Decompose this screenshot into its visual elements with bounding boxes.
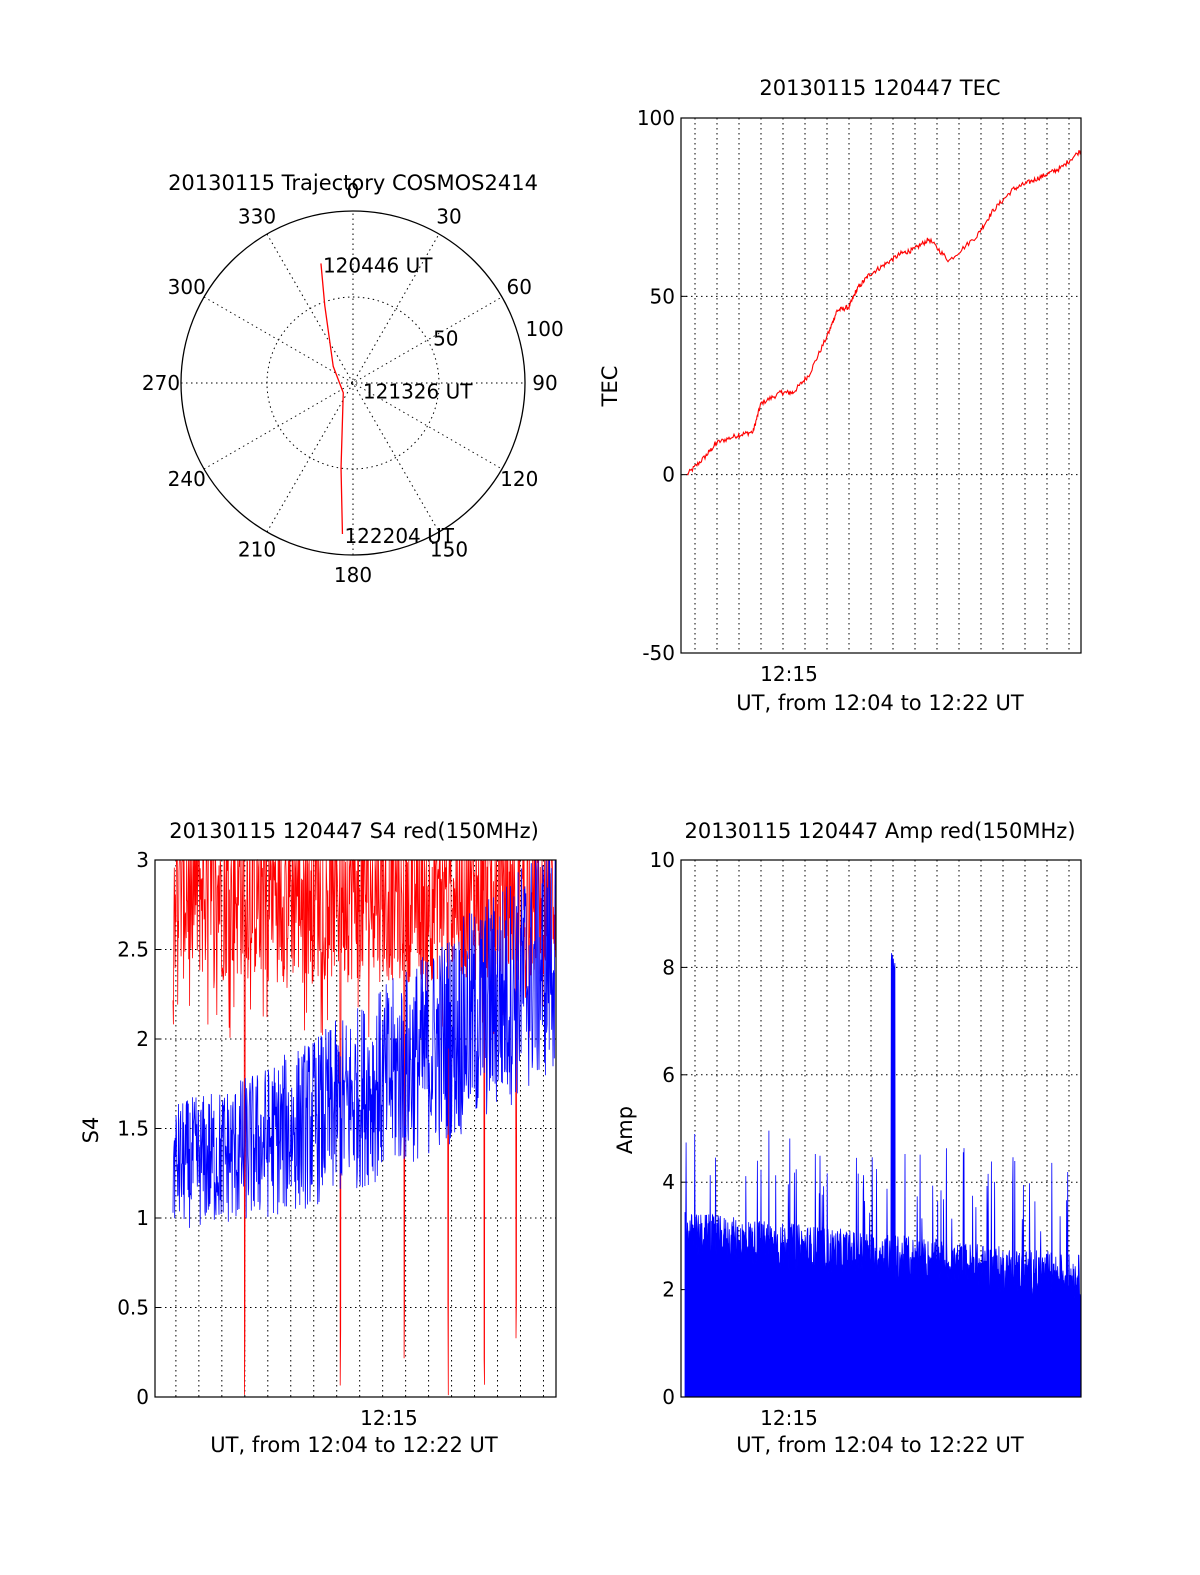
amp-plot: 20130115 120447 Amp red(150MHz) 0 2 4 6 8 10 1… bbox=[613, 819, 1082, 1457]
polar-title: 20130115 Trajectory COSMOS2414 bbox=[168, 171, 538, 195]
polar-azimuth-label: 120 bbox=[500, 467, 538, 491]
amp-ticks: 0 2 4 6 8 10 12:15 bbox=[650, 848, 818, 1430]
polar-azimuth-label: 180 bbox=[334, 563, 372, 587]
polar-annotation: 121326 UT bbox=[363, 380, 473, 404]
y-tick-label: 50 bbox=[650, 284, 675, 308]
y-tick-label: 8 bbox=[662, 955, 675, 979]
polar-azimuth-label: 240 bbox=[168, 467, 206, 491]
tec-ticks: -50 0 50 100 12:15 bbox=[637, 106, 818, 686]
y-tick-label: 1.5 bbox=[117, 1117, 149, 1141]
s4-title: 20130115 120447 S4 red(150MHz) bbox=[169, 819, 539, 843]
polar-trajectory-line bbox=[320, 263, 344, 535]
x-tick-label: 12:15 bbox=[360, 1406, 418, 1430]
polar-azimuth-labels: 0 30 60 90 120 150 180 210 240 270 300 330 bbox=[142, 179, 558, 587]
s4-ylabel: S4 bbox=[79, 1117, 103, 1144]
polar-azimuth-label: 270 bbox=[142, 371, 180, 395]
amp-frame bbox=[680, 859, 1082, 1398]
y-tick-label: 100 bbox=[637, 106, 675, 130]
polar-radial-label: 100 bbox=[526, 317, 564, 341]
polar-azimuth-label: 150 bbox=[430, 537, 468, 561]
tec-title: 20130115 120447 TEC bbox=[759, 76, 1000, 100]
x-tick-label: 12:15 bbox=[760, 1406, 818, 1430]
polar-annotation: 120446 UT bbox=[323, 253, 433, 277]
s4-xlabel: UT, from 12:04 to 12:22 UT bbox=[210, 1433, 498, 1457]
polar-azimuth-label: 300 bbox=[168, 275, 206, 299]
amp-xlabel: UT, from 12:04 to 12:22 UT bbox=[736, 1433, 1024, 1457]
s4-blue-line bbox=[172, 859, 557, 1228]
y-tick-label: 0 bbox=[662, 1385, 675, 1409]
polar-ring-50 bbox=[266, 296, 440, 470]
polar-trajectory-plot: 20130115 Trajectory COSMOS2414 0 30 60 90 12… bbox=[142, 171, 564, 587]
polar-azimuth-label: 30 bbox=[436, 205, 461, 229]
polar-grid bbox=[180, 210, 526, 556]
y-tick-label: 10 bbox=[650, 848, 675, 872]
amp-title: 20130115 120447 Amp red(150MHz) bbox=[684, 819, 1075, 843]
tec-grid bbox=[681, 118, 1081, 653]
y-tick-label: 0.5 bbox=[117, 1296, 149, 1320]
y-tick-label: -50 bbox=[642, 641, 675, 665]
s4-series bbox=[172, 859, 557, 1396]
y-tick-label: 0 bbox=[136, 1385, 149, 1409]
y-tick-label: 2 bbox=[662, 1278, 675, 1302]
polar-azimuth-label: 60 bbox=[507, 275, 532, 299]
polar-radial-label: 50 bbox=[433, 327, 458, 351]
tec-plot: 20130115 120447 TEC -50 0 50 100 12:15 TEC U… bbox=[598, 76, 1082, 715]
s4-frame bbox=[154, 859, 557, 1398]
s4-grid bbox=[155, 860, 556, 1397]
y-tick-label: 2.5 bbox=[117, 938, 149, 962]
tec-xlabel: UT, from 12:04 to 12:22 UT bbox=[736, 691, 1024, 715]
polar-annotations: 120446 UT 121326 UT 122204 UT bbox=[323, 253, 473, 548]
polar-trajectory-series bbox=[320, 263, 344, 535]
polar-annotation: 122204 UT bbox=[344, 524, 454, 548]
y-tick-label: 6 bbox=[662, 1063, 675, 1087]
tec-line bbox=[686, 149, 1082, 476]
polar-azimuth-label: 90 bbox=[532, 371, 557, 395]
amp-series bbox=[684, 953, 1082, 1398]
amp-ylabel: Amp bbox=[613, 1106, 637, 1154]
y-tick-label: 2 bbox=[136, 1027, 149, 1051]
polar-azimuth-label: 0 bbox=[347, 179, 360, 203]
tec-frame bbox=[680, 117, 1082, 654]
x-tick-label: 12:15 bbox=[760, 662, 818, 686]
y-tick-label: 1 bbox=[136, 1206, 149, 1230]
y-tick-label: 4 bbox=[662, 1170, 675, 1194]
y-tick-label: 0 bbox=[662, 463, 675, 487]
polar-radial-labels: 50 100 bbox=[433, 317, 564, 350]
tec-ylabel: TEC bbox=[598, 366, 622, 408]
s4-plot: 20130115 120447 S4 red(150MHz) 0 0.5 1 1.5 2… bbox=[79, 819, 557, 1457]
tec-series bbox=[686, 149, 1082, 476]
polar-azimuth-label: 210 bbox=[238, 537, 276, 561]
amp-bars bbox=[684, 953, 1082, 1398]
s4-ticks: 0 0.5 1 1.5 2 2.5 3 12:15 bbox=[117, 848, 418, 1430]
y-tick-label: 3 bbox=[136, 848, 149, 872]
polar-azimuth-label: 330 bbox=[238, 205, 276, 229]
